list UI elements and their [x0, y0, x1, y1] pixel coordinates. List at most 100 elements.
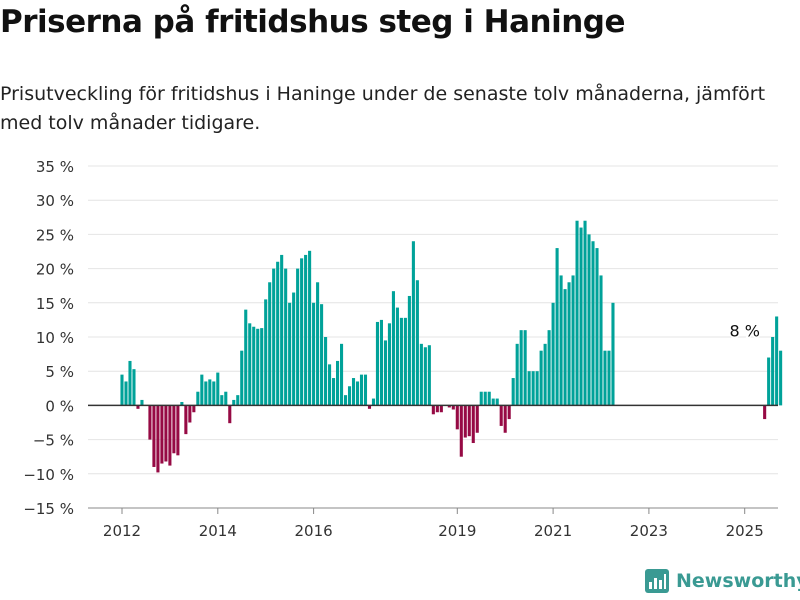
bar — [212, 381, 216, 406]
bar — [276, 261, 280, 406]
y-tick-label: 10 % — [36, 329, 74, 347]
bar — [160, 405, 164, 464]
bar — [371, 398, 376, 406]
bar — [407, 295, 411, 406]
bar — [184, 405, 188, 435]
bar — [308, 250, 312, 406]
bar — [320, 304, 324, 406]
bar — [591, 241, 595, 406]
bar — [767, 357, 771, 406]
bar — [427, 345, 431, 406]
bar — [459, 405, 463, 457]
bar — [431, 405, 435, 415]
bar — [551, 302, 555, 406]
bar — [419, 343, 423, 406]
bar — [587, 234, 591, 406]
bar — [260, 328, 264, 406]
bar — [355, 381, 360, 406]
bar — [383, 340, 387, 406]
bar — [156, 405, 160, 473]
bar — [491, 398, 495, 406]
bars — [120, 220, 783, 473]
bar — [507, 405, 511, 420]
bar — [220, 395, 224, 406]
x-tick-label: 2014 — [199, 522, 237, 540]
bar — [208, 379, 212, 406]
bar — [240, 350, 244, 406]
bar — [779, 350, 783, 406]
bar — [164, 405, 168, 462]
bar — [563, 289, 567, 406]
bar — [395, 307, 399, 406]
chart-title: Priserna på fritidshus steg i Haninge — [0, 4, 626, 40]
bar — [471, 405, 475, 444]
last-value-label: 8 % — [729, 322, 759, 341]
bar — [128, 360, 132, 406]
bar — [379, 319, 383, 406]
bar — [264, 299, 268, 406]
bar — [399, 317, 403, 406]
bar — [136, 405, 140, 409]
bar — [236, 395, 240, 406]
bar — [252, 326, 256, 406]
bar — [188, 405, 192, 423]
bar — [244, 309, 248, 406]
bar — [415, 280, 419, 406]
x-tick-label: 2012 — [103, 522, 141, 540]
bar — [280, 254, 284, 406]
bar — [363, 374, 368, 406]
bar — [340, 343, 344, 406]
bar — [451, 405, 455, 410]
bar-chart: 35 % 30 % 25 % 20 % 15 % 10 % 5 % 0 % −5 % −10 % −… — [23, 158, 783, 540]
y-tick-label: 35 % — [36, 158, 74, 176]
bar — [284, 268, 288, 406]
bar — [272, 268, 276, 406]
bar — [511, 378, 515, 406]
x-tick-label: 2021 — [534, 522, 572, 540]
bar — [523, 330, 527, 406]
y-tick-label: −10 % — [23, 466, 74, 484]
bar — [603, 350, 607, 406]
bar — [148, 405, 152, 440]
bar — [519, 330, 523, 406]
bar — [543, 343, 547, 406]
bar — [439, 405, 443, 413]
bar — [152, 405, 156, 467]
bar — [176, 405, 180, 456]
bar — [515, 343, 519, 406]
bar — [204, 381, 208, 406]
bar — [120, 374, 124, 406]
bar — [324, 337, 328, 406]
bar — [479, 391, 483, 406]
bar — [387, 323, 391, 406]
bar — [571, 275, 575, 406]
bar — [611, 302, 615, 406]
grid-lines — [88, 165, 778, 509]
x-tick-label: 2019 — [438, 522, 476, 540]
x-tick-label: 2016 — [295, 522, 333, 540]
bar — [180, 401, 184, 406]
bar — [367, 405, 372, 409]
y-tick-label: 0 % — [45, 397, 74, 415]
bar — [300, 258, 304, 406]
bar — [288, 302, 292, 406]
bar — [527, 371, 531, 406]
bar — [411, 241, 415, 406]
bar — [539, 350, 543, 406]
bar — [316, 282, 320, 406]
bar — [224, 391, 228, 406]
bar — [248, 323, 252, 406]
bar — [196, 391, 200, 406]
bar — [228, 405, 232, 424]
bar — [216, 372, 220, 406]
bar — [567, 282, 571, 406]
bar — [595, 248, 599, 406]
bar — [575, 220, 579, 406]
bar — [140, 399, 144, 406]
bar — [559, 275, 563, 406]
bar — [763, 405, 767, 420]
bar — [435, 405, 439, 413]
y-tick-label: 25 % — [36, 226, 74, 244]
bar — [535, 371, 539, 406]
bar — [132, 369, 136, 406]
